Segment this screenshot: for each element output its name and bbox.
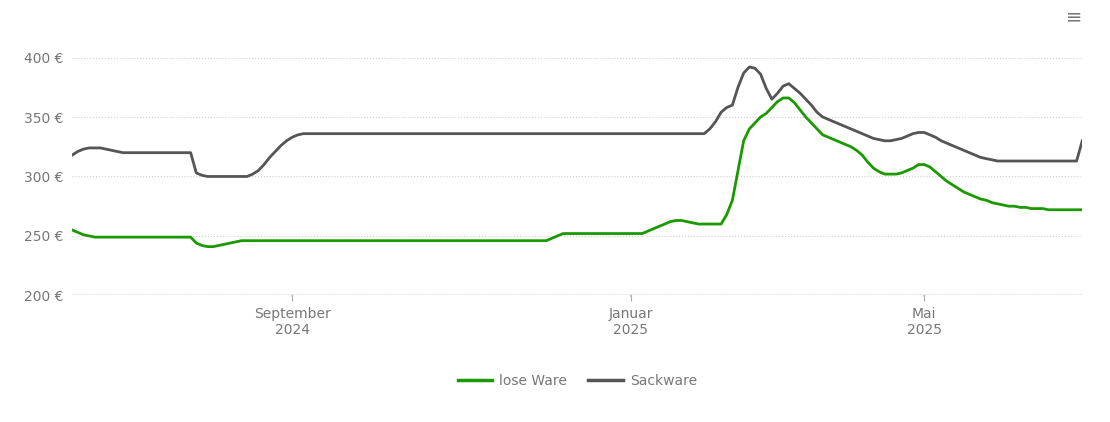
Text: ≡: ≡: [1066, 8, 1082, 27]
Legend: lose Ware, Sackware: lose Ware, Sackware: [452, 368, 703, 393]
